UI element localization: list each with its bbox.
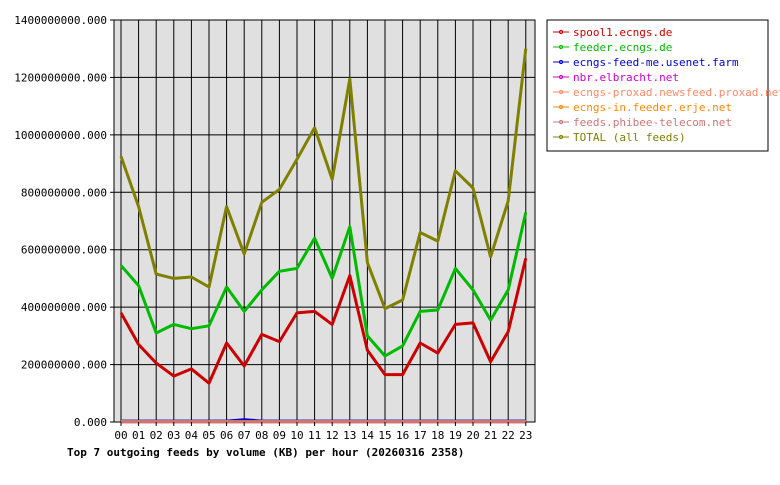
x-tick-label: 04 (185, 429, 199, 442)
x-tick-label: 12 (326, 429, 339, 442)
x-tick-label: 09 (273, 429, 286, 442)
legend-swatch-marker (558, 74, 564, 80)
legend-label: feeder.ecngs.de (573, 41, 672, 54)
x-tick-label: 10 (290, 429, 303, 442)
legend-label: feeds.phibee-telecom.net (573, 116, 732, 129)
legend-label: ecngs-feed-me.usenet.farm (573, 56, 739, 69)
legend-box (546, 19, 769, 152)
x-axis: 00 01 02 03 04 05 06 07 08 09 10 11 12 13 14 15 16 17 18 19… (114, 422, 532, 442)
legend: spool1.ecngs.de feeder.ecngs.de ecngs-feed… (546, 19, 780, 152)
x-tick-label: 01 (132, 429, 145, 442)
y-tick-label: 200000000.000 (21, 359, 107, 372)
legend-label: spool1.ecngs.de (573, 26, 672, 39)
y-axis: 0.000 200000000.000 400000000.000 600000000… (14, 14, 114, 429)
legend-swatch-marker (558, 29, 564, 35)
x-tick-label: 18 (431, 429, 444, 442)
legend-label: TOTAL (all feeds) (573, 131, 686, 144)
y-tick-label: 1000000000.000 (14, 129, 107, 142)
x-tick-label: 00 (114, 429, 127, 442)
series-line-0 (119, 257, 528, 385)
x-tick-label: 19 (449, 429, 462, 442)
legend-label: ecngs-proxad.newsfeed.proxad.net (573, 86, 780, 99)
plot-area (113, 19, 536, 423)
x-tick-label: 17 (414, 429, 427, 442)
y-tick-label: 1400000000.000 (14, 14, 107, 27)
legend-label: ecngs-in.feeder.erje.net (573, 101, 732, 114)
x-tick-label: 20 (466, 429, 479, 442)
x-tick-label: 05 (202, 429, 215, 442)
chart-title: Top 7 outgoing feeds by volume (KB) per … (67, 446, 464, 459)
legend-swatch-marker (558, 104, 564, 110)
series-line-7 (119, 48, 528, 311)
x-tick-label: 15 (378, 429, 391, 442)
y-tick-label: 1200000000.000 (14, 71, 107, 84)
series-line-1 (119, 212, 528, 358)
y-tick-label: 400000000.000 (21, 301, 107, 314)
x-tick-label: 11 (308, 429, 321, 442)
x-tick-label: 14 (361, 429, 375, 442)
y-tick-label: 0.000 (74, 416, 107, 429)
legend-swatch-marker (558, 59, 564, 65)
legend-swatch-marker (558, 119, 564, 125)
x-tick-label: 06 (220, 429, 233, 442)
x-tick-label: 02 (150, 429, 163, 442)
series-group (119, 48, 528, 424)
legend-swatch-marker (558, 89, 564, 95)
legend-swatch-marker (558, 44, 564, 50)
x-tick-label: 03 (167, 429, 180, 442)
x-tick-label: 21 (484, 429, 497, 442)
x-tick-label: 07 (238, 429, 251, 442)
x-tick-label: 08 (255, 429, 268, 442)
legend-swatch-marker (558, 134, 564, 140)
y-tick-label: 800000000.000 (21, 186, 107, 199)
x-tick-label: 22 (502, 429, 515, 442)
x-tick-label: 16 (396, 429, 409, 442)
x-tick-label: 13 (343, 429, 356, 442)
y-tick-label: 600000000.000 (21, 244, 107, 257)
legend-label: nbr.elbracht.net (573, 71, 679, 84)
x-tick-label: 23 (519, 429, 532, 442)
